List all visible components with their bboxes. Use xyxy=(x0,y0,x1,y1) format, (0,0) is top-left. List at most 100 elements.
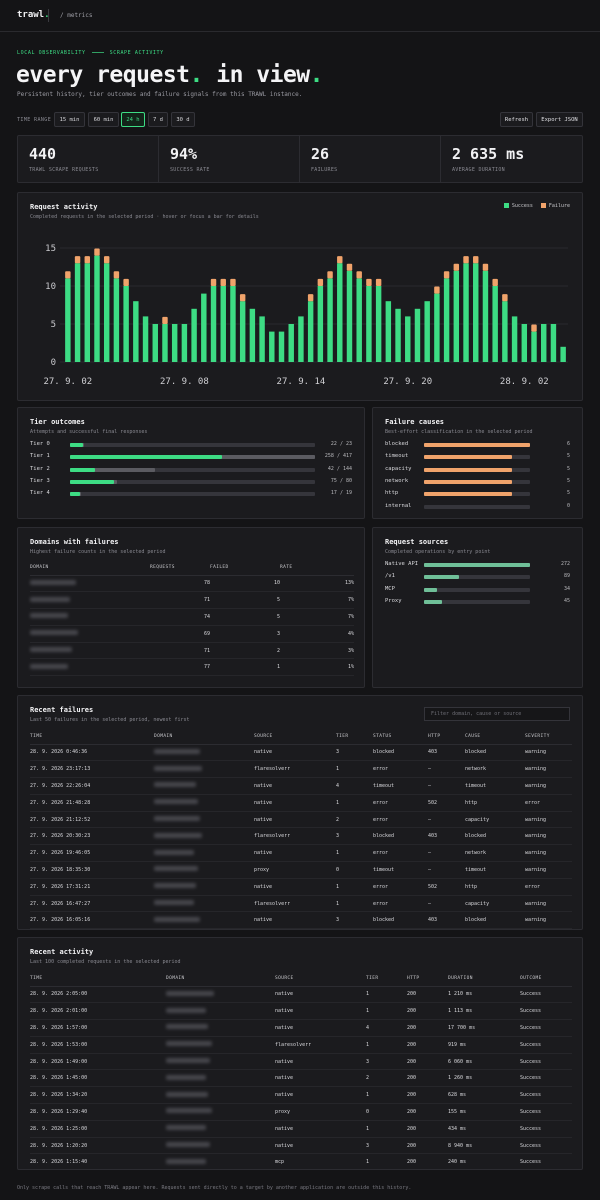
bar-success[interactable] xyxy=(395,308,401,362)
bar-success[interactable] xyxy=(337,263,343,362)
bar-success[interactable] xyxy=(84,263,90,362)
bar-failure[interactable] xyxy=(210,278,217,286)
bar-success[interactable] xyxy=(181,324,188,362)
table-row[interactable]: 27. 9. 2026 21:12:52 native 2 error — capacit… xyxy=(30,811,572,829)
bar-success[interactable] xyxy=(346,270,353,362)
bar-success[interactable] xyxy=(463,263,469,362)
bar-failure[interactable] xyxy=(103,256,110,264)
bar-success[interactable] xyxy=(511,316,518,362)
table-row[interactable]: 28. 9. 2026 2:01:00 native 1 200 1 113 ms Suc… xyxy=(30,1002,572,1021)
bar-failure[interactable] xyxy=(375,278,382,286)
table-row[interactable]: 27. 9. 2026 17:31:21 native 1 error 502 http e… xyxy=(30,878,572,896)
bar-success[interactable] xyxy=(133,301,139,362)
bar-success[interactable] xyxy=(531,331,537,362)
bar-failure[interactable] xyxy=(453,263,460,271)
bar-success[interactable] xyxy=(473,263,479,362)
bar-success[interactable] xyxy=(453,270,460,362)
refresh-button[interactable]: Refresh xyxy=(500,112,533,127)
bar-failure[interactable] xyxy=(463,256,469,264)
bar-success[interactable] xyxy=(142,316,149,362)
table-row[interactable]: 28. 9. 2026 1:15:40 mcp 1 200 240 ms Success xyxy=(30,1153,572,1169)
bar-success[interactable] xyxy=(171,324,178,362)
bar-success[interactable] xyxy=(162,324,168,362)
bar-failure[interactable] xyxy=(230,278,236,286)
bar-success[interactable] xyxy=(385,301,392,362)
bar-success[interactable] xyxy=(443,278,450,362)
table-row[interactable]: 28. 9. 2026 1:25:00 native 1 200 434 ms Succe… xyxy=(30,1120,572,1138)
bar-failure[interactable] xyxy=(220,278,226,286)
table-row[interactable]: 27. 9. 2026 21:48:28 native 1 error 502 http e… xyxy=(30,794,572,812)
bar-failure[interactable] xyxy=(327,271,333,279)
bar-success[interactable] xyxy=(288,324,294,362)
bar-failure[interactable] xyxy=(366,278,372,286)
table-row[interactable]: 71 5 7% xyxy=(30,591,354,610)
export-json-button[interactable]: Export JSON xyxy=(536,112,583,127)
bar-success[interactable] xyxy=(492,286,498,362)
bar-success[interactable] xyxy=(375,286,382,362)
bar-failure[interactable] xyxy=(531,324,537,332)
bar-success[interactable] xyxy=(123,286,129,362)
bar-success[interactable] xyxy=(521,324,528,362)
bar-success[interactable] xyxy=(327,278,333,362)
bar-success[interactable] xyxy=(307,301,314,362)
bar-failure[interactable] xyxy=(162,316,168,324)
table-row[interactable]: 78 10 13% xyxy=(30,575,354,593)
bar-failure[interactable] xyxy=(74,256,81,264)
bar-failure[interactable] xyxy=(337,256,343,264)
table-row[interactable]: 28. 9. 2026 0:46:36 native 3 blocked 403 bloc… xyxy=(30,744,572,762)
range-15min-button[interactable]: 15 min xyxy=(54,112,85,127)
table-row[interactable]: 27. 9. 2026 22:26:04 native 4 timeout — timeo… xyxy=(30,777,572,795)
bar-success[interactable] xyxy=(482,270,489,362)
bar-failure[interactable] xyxy=(307,294,314,302)
bar-success[interactable] xyxy=(113,278,120,362)
bar-failure[interactable] xyxy=(84,256,90,264)
bar-success[interactable] xyxy=(230,286,236,362)
bar-success[interactable] xyxy=(278,331,285,362)
bar-success[interactable] xyxy=(550,324,557,362)
bar-success[interactable] xyxy=(356,278,362,362)
table-row[interactable]: 27. 9. 2026 16:47:27 flaresolverr 1 error — c… xyxy=(30,895,572,913)
bar-success[interactable] xyxy=(269,331,275,362)
failure-filter-input[interactable]: Filter domain, cause or source xyxy=(424,707,570,721)
bar-failure[interactable] xyxy=(113,271,120,279)
table-row[interactable]: 71 2 3% xyxy=(30,642,354,660)
brand-logo[interactable]: trawl. xyxy=(17,10,50,20)
bar-success[interactable] xyxy=(366,286,372,362)
bar-success[interactable] xyxy=(424,301,430,362)
bar-success[interactable] xyxy=(103,263,110,362)
bar-success[interactable] xyxy=(298,316,304,362)
bar-failure[interactable] xyxy=(502,294,508,302)
bar-success[interactable] xyxy=(317,286,324,362)
table-row[interactable]: 28. 9. 2026 1:29:40 proxy 0 200 155 ms Succes… xyxy=(30,1103,572,1121)
range-30d-button[interactable]: 30 d xyxy=(171,112,195,127)
bar-failure[interactable] xyxy=(123,278,129,286)
bar-success[interactable] xyxy=(239,301,246,362)
table-row[interactable]: 27. 9. 2026 23:17:13 flaresolverr 1 error — n… xyxy=(30,760,572,779)
bar-success[interactable] xyxy=(434,293,440,362)
table-row[interactable]: 27. 9. 2026 20:30:23 flaresolverr 3 blocked… xyxy=(30,827,572,846)
bar-success[interactable] xyxy=(560,346,566,362)
bar-failure[interactable] xyxy=(239,294,246,302)
table-row[interactable]: 28. 9. 2026 1:53:00 flaresolverr 1 200 919 m… xyxy=(30,1036,572,1054)
bar-success[interactable] xyxy=(414,308,421,362)
bar-success[interactable] xyxy=(502,301,508,362)
table-row[interactable]: 28. 9. 2026 1:45:00 native 2 200 1 260 ms Suc… xyxy=(30,1069,572,1088)
bar-success[interactable] xyxy=(210,286,217,362)
bar-failure[interactable] xyxy=(317,278,324,286)
bar-failure[interactable] xyxy=(492,278,498,286)
table-row[interactable]: 27. 9. 2026 16:05:16 native 3 blocked 403 blo… xyxy=(30,911,572,929)
table-row[interactable]: 69 3 4% xyxy=(30,625,354,643)
bar-success[interactable] xyxy=(541,324,547,362)
bar-failure[interactable] xyxy=(434,286,440,294)
table-row[interactable]: 28. 9. 2026 1:34:20 native 1 200 628 ms Succe… xyxy=(30,1086,572,1105)
bar-failure[interactable] xyxy=(346,263,353,271)
bar-failure[interactable] xyxy=(473,256,479,264)
bar-success[interactable] xyxy=(94,255,100,362)
bar-failure[interactable] xyxy=(65,271,71,279)
table-row[interactable]: 28. 9. 2026 2:05:00 native 1 200 1 210 ms Suc… xyxy=(30,986,572,1004)
bar-success[interactable] xyxy=(259,316,265,362)
bar-failure[interactable] xyxy=(356,271,362,279)
table-row[interactable]: 77 1 1% xyxy=(30,658,354,677)
table-row[interactable]: 28. 9. 2026 1:57:00 native 4 200 17 700 ms Su… xyxy=(30,1019,572,1037)
range-60min-button[interactable]: 60 min xyxy=(88,112,119,127)
